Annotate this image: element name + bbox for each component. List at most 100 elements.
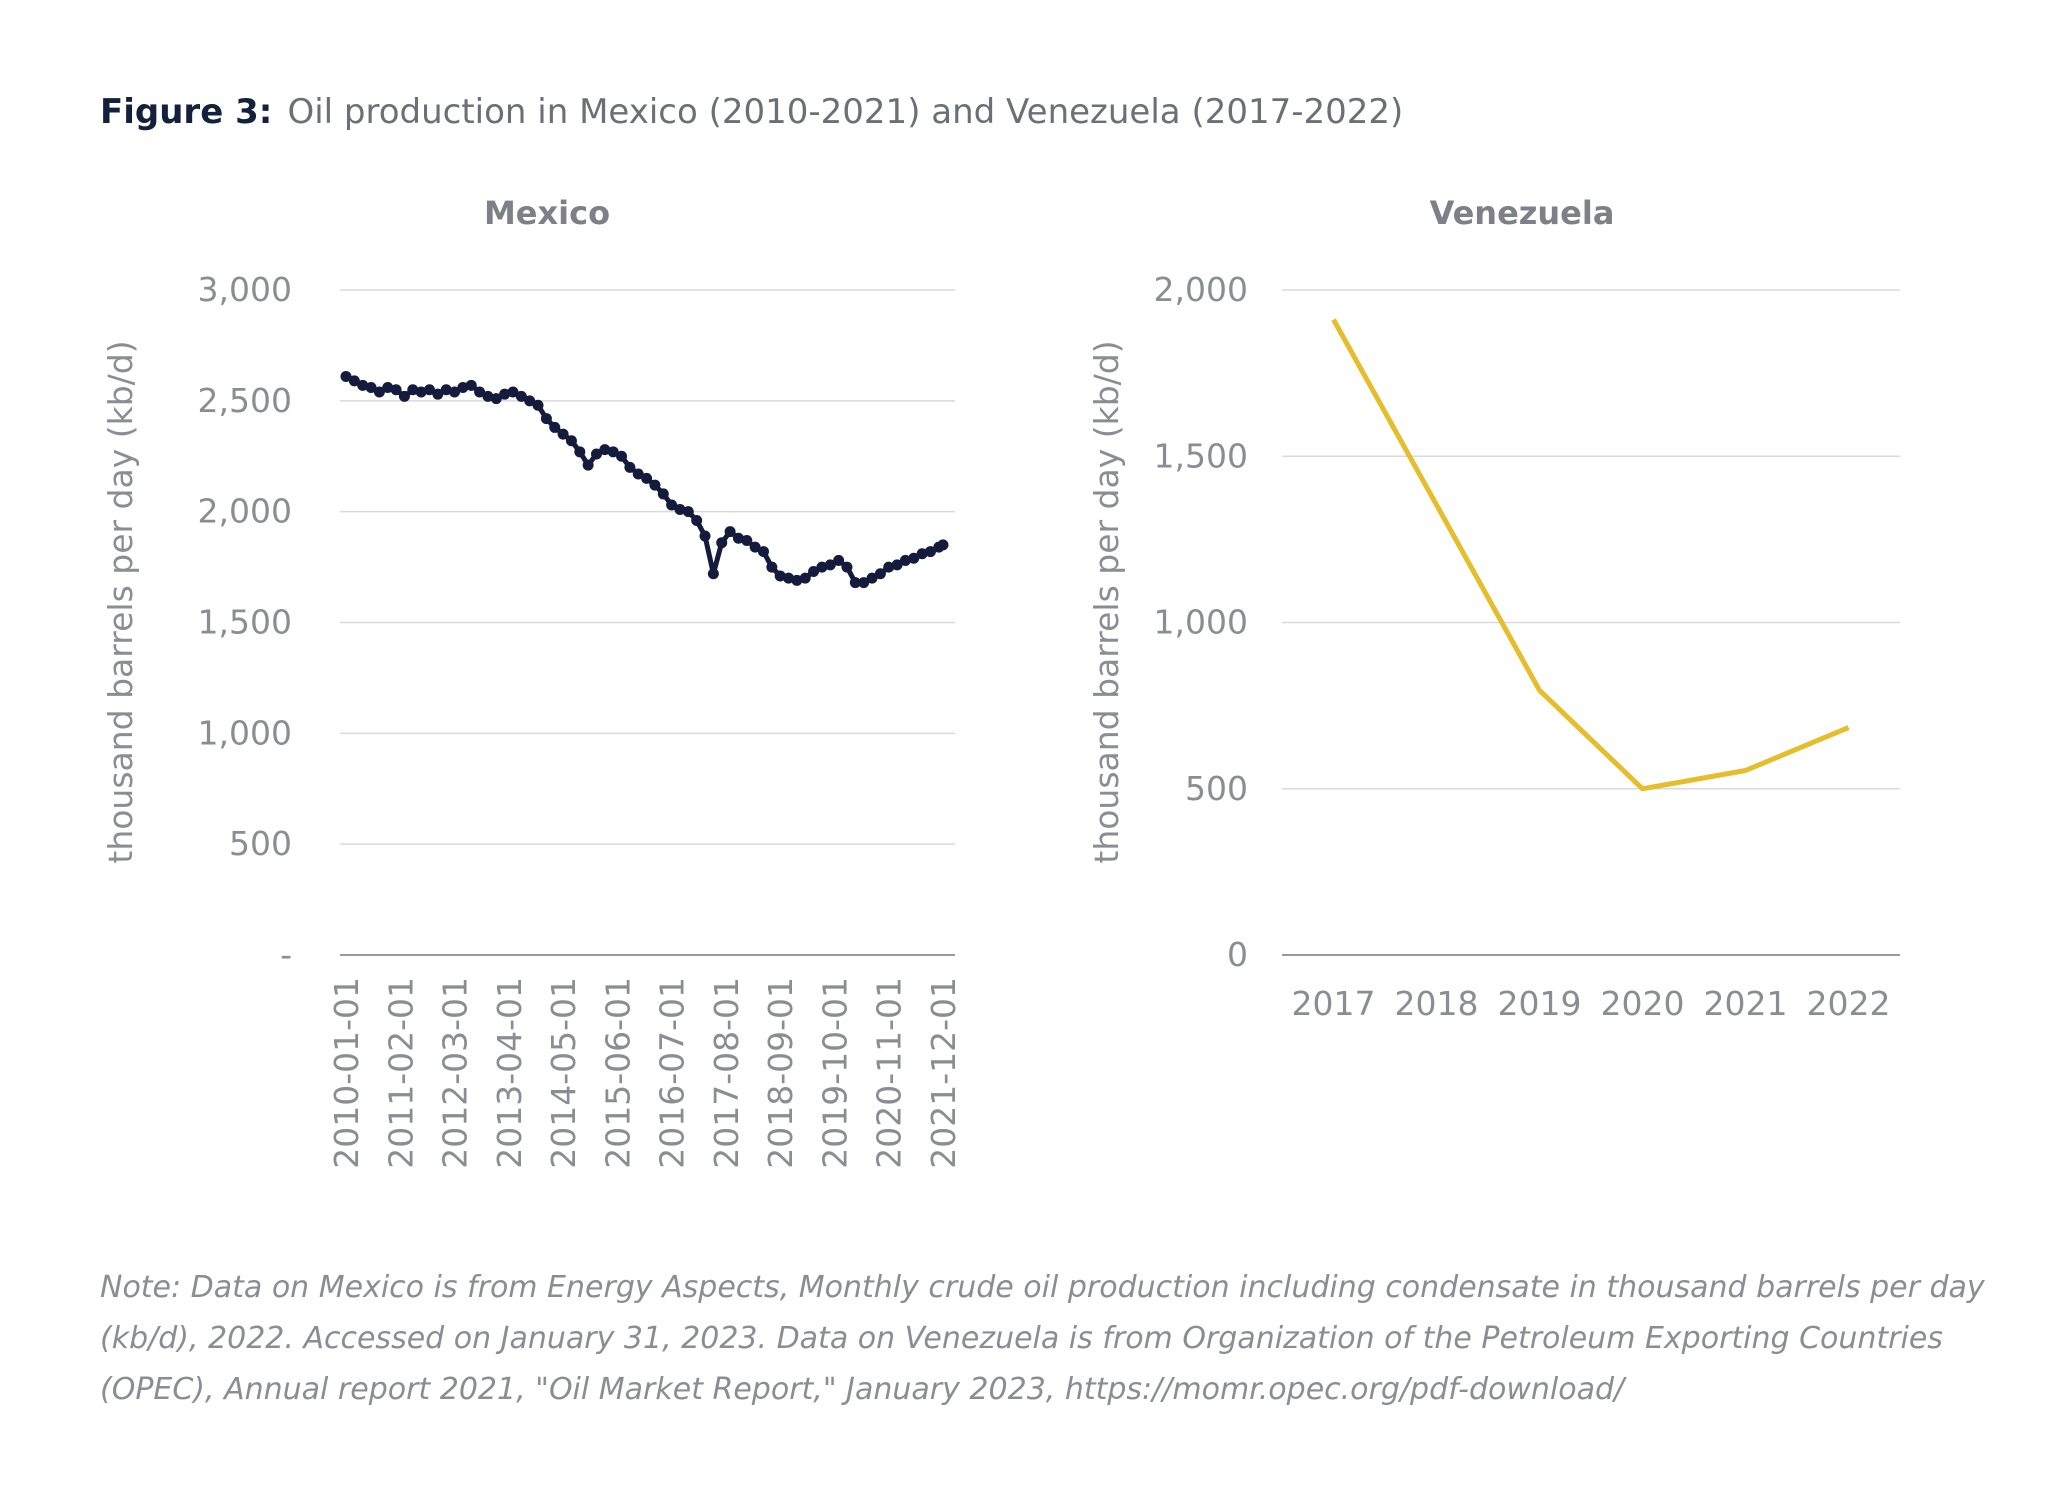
venezuela-x-tick-label: 2017 [1292, 984, 1376, 1023]
mexico-x-tick-label: 2020-11-01 [870, 977, 909, 1169]
venezuela-x-tick-label: 2022 [1807, 984, 1891, 1023]
mexico-data-point [899, 554, 911, 566]
mexico-x-tick-label: 2013-04-01 [490, 977, 529, 1169]
mexico-x-tick-label: 2014-05-01 [544, 977, 583, 1169]
mexico-data-point [816, 561, 828, 573]
mexico-x-ticks: 2010-01-01 2011-02-01 2012-03-01 2013-04-01… [327, 977, 963, 1169]
venezuela-x-tick-label: 2019 [1498, 984, 1582, 1023]
mexico-data-point [407, 384, 419, 396]
mexico-data-point [423, 384, 435, 396]
figure-note: Note: Data on Mexico is from Energy Aspe… [100, 1270, 1985, 1407]
mexico-data-point [766, 561, 778, 573]
mexico-data-point [565, 435, 577, 447]
venezuela-y-ticks: 0 500 1,000 1,500 2,000 [1154, 270, 1248, 974]
mexico-y-tick-label: 1,000 [198, 713, 292, 752]
mexico-data-point [849, 577, 861, 589]
venezuela-y-tick-label: 0 [1227, 935, 1248, 974]
mexico-data-point [582, 459, 594, 471]
mexico-x-tick-label: 2018-09-01 [761, 977, 800, 1169]
mexico-y-ticks: - 500 1,000 1,500 2,000 2,500 3,000 [198, 270, 292, 974]
figure-title: Oil production in Mexico (2010-2021) and… [287, 92, 1403, 132]
venezuela-y-tick-label: 2,000 [1154, 270, 1248, 309]
mexico-y-tick-label: 1,500 [198, 603, 292, 642]
mexico-data-point [574, 446, 586, 458]
mexico-data-point [415, 386, 427, 398]
mexico-x-tick-label: 2012-03-01 [436, 977, 475, 1169]
mexico-data-point [858, 577, 870, 589]
mexico-data-point [824, 559, 836, 571]
venezuela-x-ticks: 2017 2018 2019 2020 2021 2022 [1292, 984, 1891, 1023]
mexico-data-point [741, 534, 753, 546]
mexico-y-axis-label: thousand barrels per day (kb/d) [101, 340, 140, 863]
venezuela-x-tick-label: 2018 [1395, 984, 1479, 1023]
venezuela-y-tick-label: 1,000 [1154, 603, 1248, 642]
venezuela-y-tick-label: 1,500 [1154, 436, 1248, 475]
mexico-y-tick-label: - [280, 935, 292, 974]
mexico-x-tick-label: 2021-12-01 [924, 977, 963, 1169]
mexico-data-point [682, 506, 694, 518]
mexico-data-point [674, 503, 686, 515]
figure-label: Figure 3: [100, 92, 272, 132]
venezuela-series-line [1331, 318, 1850, 792]
mexico-y-tick-label: 2,000 [198, 492, 292, 531]
mexico-data-point [908, 552, 920, 564]
mexico-data-point [532, 399, 544, 411]
mexico-data-point [632, 468, 644, 480]
mexico-data-point [382, 382, 394, 394]
mexico-data-point [891, 559, 903, 571]
mexico-data-point [699, 530, 711, 542]
mexico-data-point [449, 386, 461, 398]
mexico-data-point [515, 390, 527, 402]
mexico-x-tick-label: 2019-10-01 [815, 977, 854, 1169]
mexico-data-point [799, 572, 811, 584]
mexico-data-point [373, 386, 385, 398]
mexico-data-point [398, 390, 410, 402]
mexico-data-point [616, 450, 628, 462]
venezuela-y-tick-label: 500 [1185, 769, 1248, 808]
mexico-data-point [833, 554, 845, 566]
mexico-y-tick-label: 3,000 [198, 270, 292, 309]
mexico-data-point [549, 421, 561, 433]
mexico-data-point [724, 526, 736, 538]
mexico-data-point [641, 472, 653, 484]
mexico-data-point [757, 546, 769, 558]
venezuela-x-tick-label: 2021 [1704, 984, 1788, 1023]
mexico-data-point [841, 561, 853, 573]
mexico-data-point [465, 379, 477, 391]
mexico-data-point [924, 546, 936, 558]
mexico-y-tick-label: 2,500 [198, 381, 292, 420]
mexico-data-point [808, 566, 820, 578]
mexico-data-point [457, 382, 469, 394]
mexico-data-point [474, 386, 486, 398]
mexico-data-point [357, 379, 369, 391]
mexico-chart-title: Mexico [484, 194, 610, 232]
mexico-data-point [624, 461, 636, 473]
mexico-data-point [732, 532, 744, 544]
mexico-data-point [666, 499, 678, 511]
mexico-data-point [499, 388, 511, 400]
mexico-data-point [490, 393, 502, 405]
mexico-y-tick-label: 500 [229, 824, 292, 863]
mexico-data-point [590, 448, 602, 460]
venezuela-chart-title: Venezuela [1430, 194, 1615, 232]
mexico-data-point [365, 382, 377, 394]
mexico-data-point [883, 561, 895, 573]
mexico-data-point [866, 572, 878, 584]
mexico-x-tick-label: 2011-02-01 [381, 977, 420, 1169]
mexico-x-tick-label: 2017-08-01 [707, 977, 746, 1169]
mexico-data-point [774, 570, 786, 582]
venezuela-x-tick-label: 2020 [1601, 984, 1685, 1023]
mexico-data-point [874, 568, 886, 580]
mexico-x-tick-label: 2016-07-01 [653, 977, 692, 1169]
mexico-data-point [749, 541, 761, 553]
mexico-x-tick-label: 2015-06-01 [598, 977, 637, 1169]
mexico-series-points [340, 370, 949, 589]
venezuela-chart: Venezuela thousand barrels per day (kb/d… [1087, 194, 1900, 1023]
mexico-data-point [691, 515, 703, 527]
mexico-data-point [937, 539, 949, 551]
mexico-data-point [540, 413, 552, 425]
mexico-data-point [348, 375, 360, 387]
mexico-chart: Mexico thousand barrels per day (kb/d) -… [101, 194, 963, 1169]
mexico-data-point [707, 568, 719, 580]
